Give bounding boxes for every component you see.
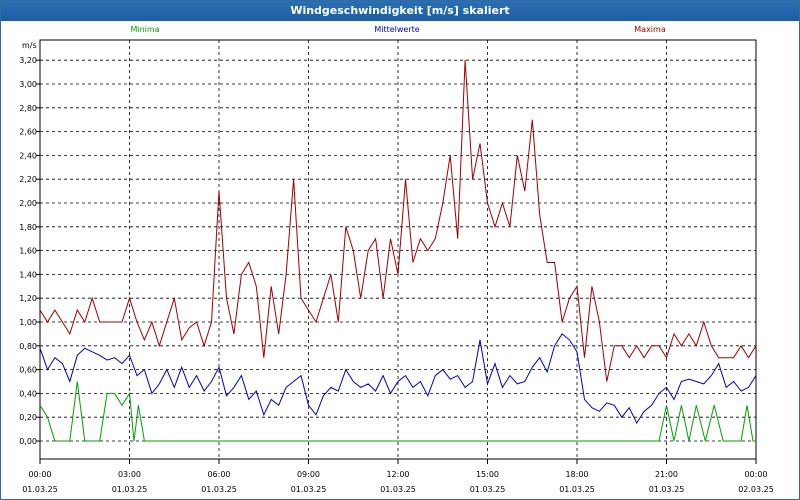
y-tick-label: 2,40 xyxy=(19,151,37,160)
minima-line xyxy=(39,381,756,442)
y-tick-label: 0,20 xyxy=(19,413,37,422)
y-tick-label: 0,80 xyxy=(19,342,37,351)
y-tick-label: 1,40 xyxy=(19,270,37,279)
x-tick-time-label: 12:00 xyxy=(386,470,409,479)
x-tick-time-label: 18:00 xyxy=(565,470,588,479)
series-lines xyxy=(39,60,757,442)
maxima-line xyxy=(39,60,757,382)
y-tick-label: 2,00 xyxy=(19,199,37,208)
y-tick-label: 0,40 xyxy=(19,389,37,398)
y-tick-label: 2,60 xyxy=(19,128,37,137)
x-tick-date-label: 01.03.25 xyxy=(470,485,506,494)
x-tick-time-label: 00:00 xyxy=(28,470,51,479)
legend-maxima: Maxima xyxy=(634,25,666,34)
x-tick-date-label: 02.03.25 xyxy=(738,485,774,494)
y-axis-ticks: 0,00 0,20 0,40 0,60 0,80 1,00 1,20 1,40 1,60 1,80… xyxy=(19,56,40,446)
y-axis-unit-label: m/s xyxy=(22,41,37,50)
legend-mittelwerte: Mittelwerte xyxy=(374,25,419,34)
y-tick-label: 1,60 xyxy=(19,247,37,256)
y-tick-label: 1,00 xyxy=(19,318,37,327)
x-tick-date-label: 01.03.25 xyxy=(649,485,685,494)
x-tick-time-label: 03:00 xyxy=(118,470,141,479)
y-tick-label: 2,20 xyxy=(19,175,37,184)
x-tick-time-label: 00:00 xyxy=(744,470,767,479)
x-tick-date-label: 01.03.25 xyxy=(112,485,148,494)
x-tick-date-label: 01.03.25 xyxy=(559,485,595,494)
y-tick-label: 0,60 xyxy=(19,366,37,375)
x-tick-time-label: 06:00 xyxy=(207,470,230,479)
x-tick-time-label: 09:00 xyxy=(297,470,320,479)
y-tick-label: 1,20 xyxy=(19,294,37,303)
y-tick-label: 3,00 xyxy=(19,80,37,89)
y-tick-label: 3,20 xyxy=(19,56,37,65)
x-tick-date-label: 01.03.25 xyxy=(380,485,416,494)
window-title: Windgeschwindigkeit [m/s] skaliert xyxy=(1,1,799,21)
x-tick-date-label: 01.03.25 xyxy=(291,485,327,494)
y-tick-label: 1,80 xyxy=(19,223,37,232)
x-tick-date-label: 01.03.25 xyxy=(201,485,237,494)
y-tick-label: 0,00 xyxy=(19,437,37,446)
legend-minima: Minima xyxy=(130,25,159,34)
y-tick-label: 2,80 xyxy=(19,104,37,113)
x-tick-time-label: 21:00 xyxy=(655,470,678,479)
x-axis-ticks: 00:00 01.03.25 03:00 01.03.25 06:00 01.03.25 0… xyxy=(22,459,774,494)
mittelwerte-line xyxy=(39,333,757,425)
x-tick-date-label: 01.03.25 xyxy=(22,485,58,494)
x-tick-time-label: 15:00 xyxy=(476,470,499,479)
